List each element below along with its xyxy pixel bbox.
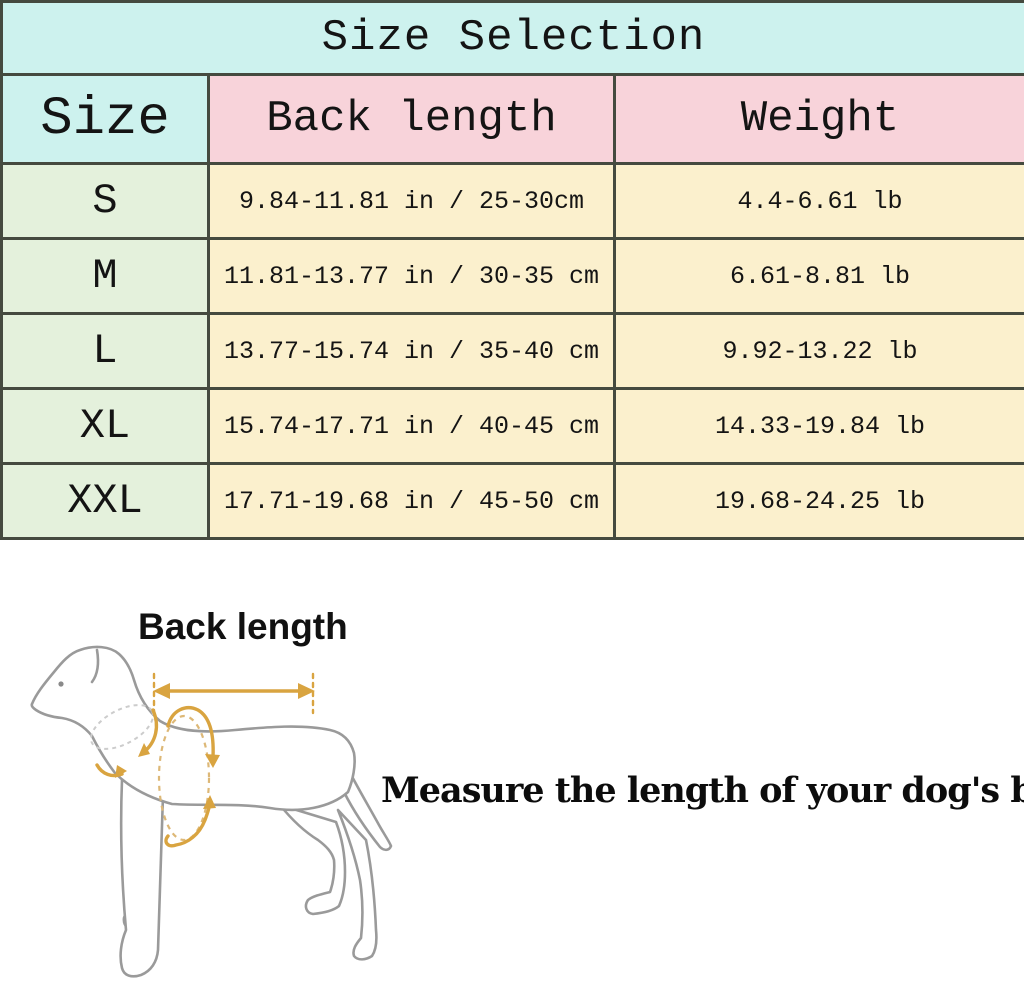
chest-girth-guide — [157, 714, 211, 842]
table-row-xxl: XXL 17.71-19.68 in / 45-50 cm 19.68-24.2… — [0, 462, 1024, 540]
dog-measurement-diagram — [30, 645, 393, 978]
measure-instruction: Measure the length of your dog's back — [381, 770, 1024, 811]
back-length-cell: 11.81-13.77 in / 30-35 cm — [207, 237, 616, 315]
back-length-cell: 17.71-19.68 in / 45-50 cm — [207, 462, 616, 540]
girth-lower-arrow — [164, 799, 212, 848]
size-cell: L — [0, 312, 210, 390]
table-row-xl: XL 15.74-17.71 in / 40-45 cm 14.33-19.84… — [0, 387, 1024, 465]
table-row-l: L 13.77-15.74 in / 35-40 cm 9.92-13.22 l… — [0, 312, 1024, 390]
girth-upper-arrow — [166, 706, 215, 759]
arrowhead-girth-up — [203, 795, 216, 809]
column-header-back-length: Back length — [207, 73, 616, 165]
weight-cell: 14.33-19.84 lb — [613, 387, 1024, 465]
size-cell: XXL — [0, 462, 210, 540]
column-header-size: Size — [0, 73, 210, 165]
table-title-row: Size Selection — [0, 0, 1024, 76]
dog-ear-line — [90, 648, 100, 684]
table-title: Size Selection — [0, 0, 1024, 76]
back-length-cell: 9.84-11.81 in / 25-30cm — [207, 162, 616, 240]
back-length-cell: 13.77-15.74 in / 35-40 cm — [207, 312, 616, 390]
weight-cell: 4.4-6.61 lb — [613, 162, 1024, 240]
table-row-m: M 11.81-13.77 in / 30-35 cm 6.61-8.81 lb — [0, 237, 1024, 315]
size-cell: S — [0, 162, 210, 240]
weight-cell: 6.61-8.81 lb — [613, 237, 1024, 315]
size-table: Size Selection Size Back length Weight S… — [0, 0, 1024, 540]
weight-cell: 19.68-24.25 lb — [613, 462, 1024, 540]
arrowhead-girth-down — [205, 754, 220, 768]
arrowhead-left — [153, 683, 170, 699]
table-row-s: S 9.84-11.81 in / 25-30cm 4.4-6.61 lb — [0, 162, 1024, 240]
table-header-row: Size Back length Weight — [0, 73, 1024, 165]
dog-near-front-leg — [119, 778, 165, 978]
arrowhead-chest-front — [115, 765, 127, 778]
back-length-cell: 15.74-17.71 in / 40-45 cm — [207, 387, 616, 465]
dog-eye — [58, 681, 64, 687]
size-cell: M — [0, 237, 210, 315]
dog-near-hind-leg — [278, 803, 347, 916]
arrowhead-neck — [138, 743, 150, 757]
dog-far-hind-leg — [336, 808, 378, 961]
weight-cell: 9.92-13.22 lb — [613, 312, 1024, 390]
dog-tail — [342, 763, 393, 852]
size-cell: XL — [0, 387, 210, 465]
column-header-weight: Weight — [613, 73, 1024, 165]
back-length-label: Back length — [138, 606, 348, 647]
arrowhead-right — [298, 683, 315, 699]
dog-outline — [30, 645, 356, 812]
